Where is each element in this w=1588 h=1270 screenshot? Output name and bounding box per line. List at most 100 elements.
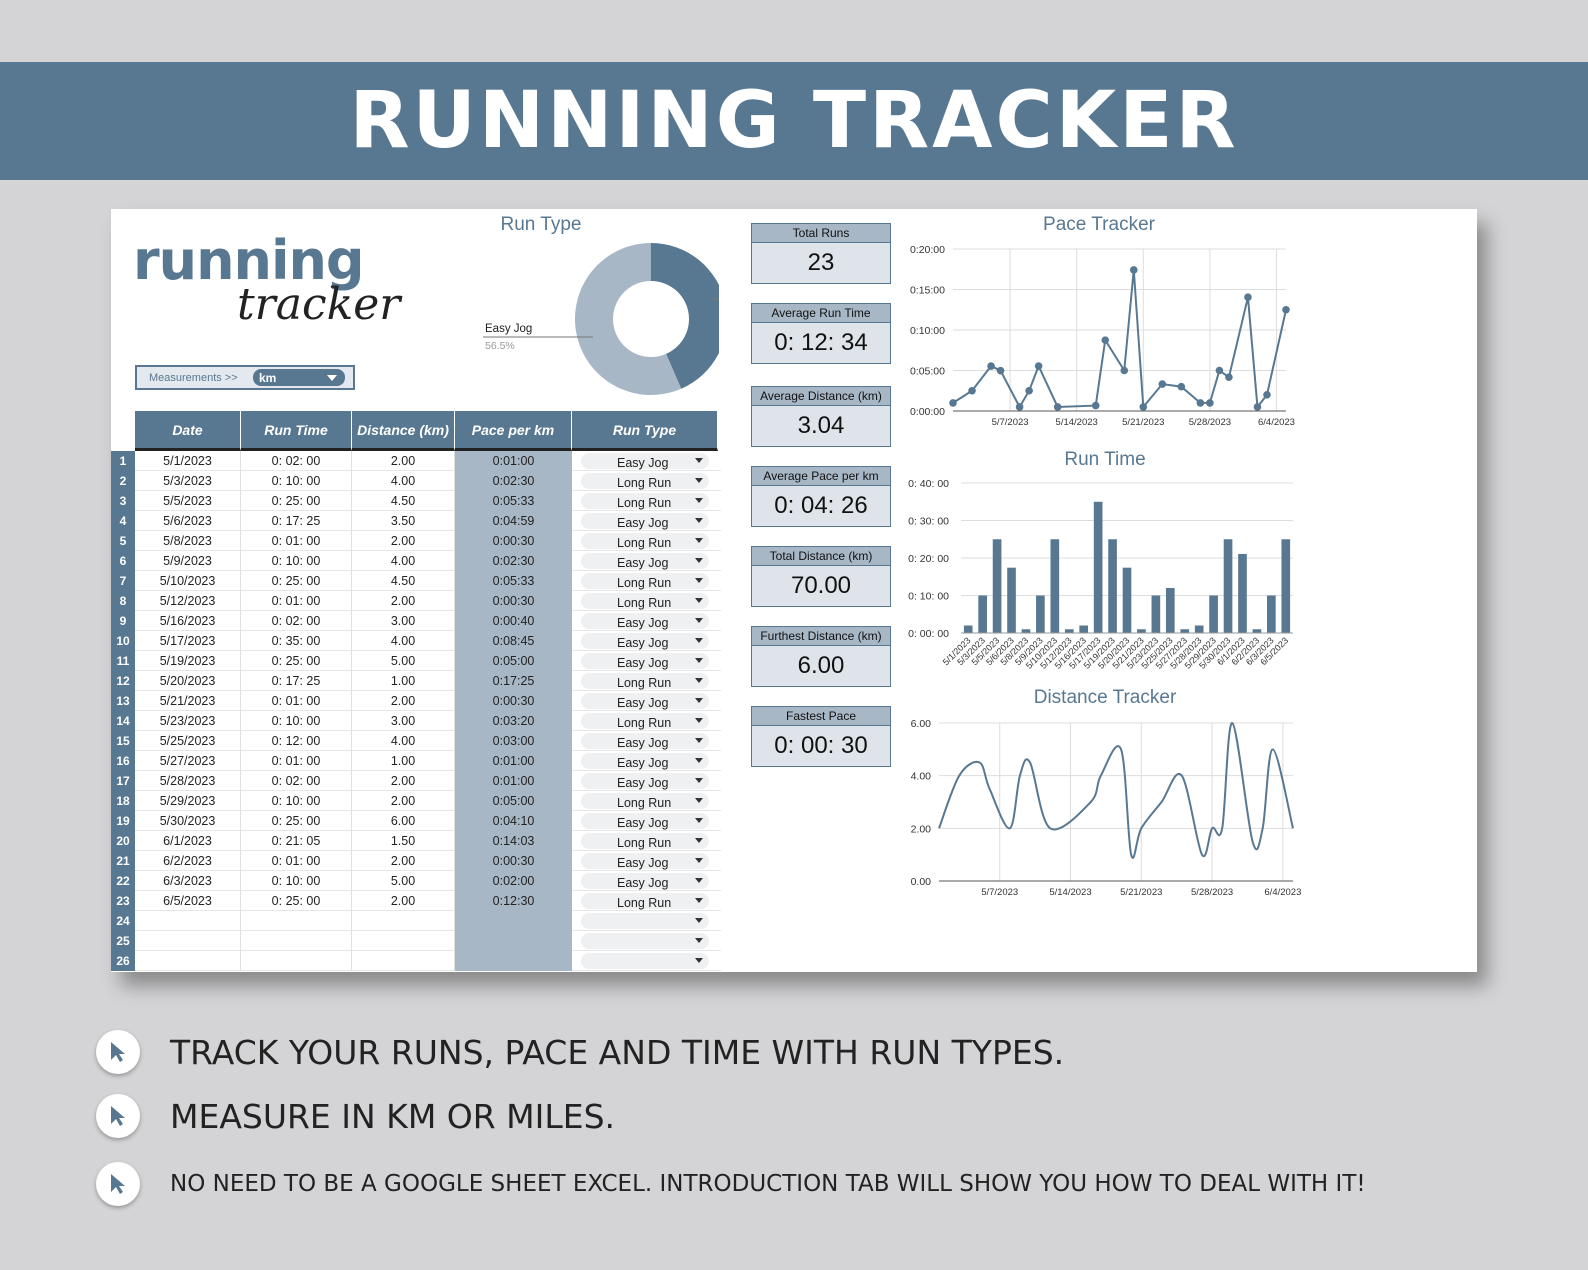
distance-cell[interactable]: 1.50 (352, 831, 455, 851)
pace-cell[interactable] (455, 931, 572, 951)
distance-cell[interactable] (352, 951, 455, 971)
run-time-cell[interactable]: 0: 25: 00 (241, 811, 352, 831)
run-type-dropdown[interactable]: Easy Jog (581, 693, 709, 710)
run-type-dropdown[interactable]: Long Run (581, 473, 709, 490)
pace-cell[interactable] (455, 911, 572, 931)
run-type-dropdown[interactable] (581, 933, 709, 949)
distance-cell[interactable]: 4.50 (352, 491, 455, 511)
run-time-cell[interactable] (241, 911, 352, 931)
run-time-cell[interactable]: 0: 02: 00 (241, 611, 352, 631)
distance-cell[interactable]: 1.00 (352, 751, 455, 771)
pace-cell[interactable] (455, 951, 572, 971)
run-type-dropdown[interactable]: Easy Jog (581, 753, 709, 770)
run-time-cell[interactable]: 0: 01: 00 (241, 751, 352, 771)
run-time-cell[interactable]: 0: 25: 00 (241, 491, 352, 511)
distance-cell[interactable]: 2.00 (352, 531, 455, 551)
run-time-cell[interactable]: 0: 17: 25 (241, 511, 352, 531)
run-time-cell[interactable] (241, 951, 352, 971)
date-cell[interactable]: 5/19/2023 (135, 651, 241, 671)
pace-cell[interactable]: 0:05:33 (455, 491, 572, 511)
distance-cell[interactable]: 5.00 (352, 651, 455, 671)
run-type-dropdown[interactable]: Easy Jog (581, 613, 709, 630)
pace-cell[interactable]: 0:02:00 (455, 871, 572, 891)
pace-cell[interactable]: 0:12:30 (455, 891, 572, 911)
distance-cell[interactable]: 2.00 (352, 691, 455, 711)
run-time-cell[interactable]: 0: 12: 00 (241, 731, 352, 751)
distance-cell[interactable]: 2.00 (352, 791, 455, 811)
run-type-dropdown[interactable]: Long Run (581, 713, 709, 730)
date-cell[interactable]: 5/6/2023 (135, 511, 241, 531)
pace-cell[interactable]: 0:05:00 (455, 651, 572, 671)
date-cell[interactable]: 5/5/2023 (135, 491, 241, 511)
distance-cell[interactable]: 4.00 (352, 471, 455, 491)
pace-cell[interactable]: 0:05:33 (455, 571, 572, 591)
date-cell[interactable] (135, 911, 241, 931)
run-type-dropdown[interactable]: Easy Jog (581, 873, 709, 890)
pace-cell[interactable]: 0:03:00 (455, 731, 572, 751)
run-time-cell[interactable]: 0: 10: 00 (241, 711, 352, 731)
run-type-dropdown[interactable]: Easy Jog (581, 773, 709, 790)
run-time-cell[interactable]: 0: 02: 00 (241, 451, 352, 471)
date-cell[interactable]: 5/16/2023 (135, 611, 241, 631)
pace-cell[interactable]: 0:01:00 (455, 451, 572, 471)
run-time-cell[interactable]: 0: 10: 00 (241, 551, 352, 571)
run-time-cell[interactable]: 0: 25: 00 (241, 891, 352, 911)
distance-cell[interactable]: 4.00 (352, 731, 455, 751)
pace-cell[interactable]: 0:01:00 (455, 751, 572, 771)
run-time-cell[interactable] (241, 931, 352, 951)
run-type-dropdown[interactable]: Long Run (581, 493, 709, 510)
date-cell[interactable]: 6/5/2023 (135, 891, 241, 911)
date-cell[interactable] (135, 951, 241, 971)
run-type-dropdown[interactable]: Easy Jog (581, 513, 709, 530)
run-time-cell[interactable]: 0: 17: 25 (241, 671, 352, 691)
distance-cell[interactable]: 1.00 (352, 671, 455, 691)
run-type-dropdown[interactable]: Easy Jog (581, 453, 709, 470)
date-cell[interactable]: 5/1/2023 (135, 451, 241, 471)
pace-cell[interactable]: 0:00:30 (455, 591, 572, 611)
run-type-dropdown[interactable]: Easy Jog (581, 553, 709, 570)
pace-cell[interactable]: 0:00:30 (455, 691, 572, 711)
run-time-cell[interactable]: 0: 10: 00 (241, 871, 352, 891)
distance-cell[interactable]: 3.00 (352, 611, 455, 631)
distance-cell[interactable] (352, 931, 455, 951)
run-type-dropdown[interactable]: Easy Jog (581, 733, 709, 750)
run-type-dropdown[interactable]: Long Run (581, 673, 709, 690)
date-cell[interactable]: 5/20/2023 (135, 671, 241, 691)
date-cell[interactable]: 5/23/2023 (135, 711, 241, 731)
run-type-dropdown[interactable]: Long Run (581, 833, 709, 850)
run-type-dropdown[interactable]: Easy Jog (581, 853, 709, 870)
run-type-dropdown[interactable]: Long Run (581, 533, 709, 550)
distance-cell[interactable]: 3.50 (352, 511, 455, 531)
run-time-cell[interactable]: 0: 21: 05 (241, 831, 352, 851)
pace-cell[interactable]: 0:08:45 (455, 631, 572, 651)
run-type-dropdown[interactable] (581, 953, 709, 969)
run-time-cell[interactable]: 0: 10: 00 (241, 471, 352, 491)
measurements-dropdown[interactable]: km (253, 369, 345, 386)
pace-cell[interactable]: 0:17:25 (455, 671, 572, 691)
run-time-cell[interactable]: 0: 02: 00 (241, 771, 352, 791)
distance-cell[interactable]: 3.00 (352, 711, 455, 731)
pace-cell[interactable]: 0:02:30 (455, 471, 572, 491)
pace-cell[interactable]: 0:03:20 (455, 711, 572, 731)
run-time-cell[interactable]: 0: 01: 00 (241, 531, 352, 551)
distance-cell[interactable]: 2.00 (352, 451, 455, 471)
run-time-cell[interactable]: 0: 25: 00 (241, 651, 352, 671)
distance-cell[interactable]: 4.00 (352, 631, 455, 651)
run-type-dropdown[interactable]: Long Run (581, 893, 709, 910)
pace-cell[interactable]: 0:05:00 (455, 791, 572, 811)
run-time-cell[interactable]: 0: 01: 00 (241, 691, 352, 711)
run-type-dropdown[interactable]: Long Run (581, 793, 709, 810)
date-cell[interactable]: 5/28/2023 (135, 771, 241, 791)
pace-cell[interactable]: 0:00:30 (455, 531, 572, 551)
distance-cell[interactable]: 2.00 (352, 891, 455, 911)
date-cell[interactable]: 5/12/2023 (135, 591, 241, 611)
date-cell[interactable]: 5/17/2023 (135, 631, 241, 651)
distance-cell[interactable]: 2.00 (352, 591, 455, 611)
run-time-cell[interactable]: 0: 35: 00 (241, 631, 352, 651)
distance-cell[interactable]: 5.00 (352, 871, 455, 891)
distance-cell[interactable]: 4.50 (352, 571, 455, 591)
date-cell[interactable]: 5/10/2023 (135, 571, 241, 591)
date-cell[interactable]: 5/21/2023 (135, 691, 241, 711)
pace-cell[interactable]: 0:02:30 (455, 551, 572, 571)
run-type-dropdown[interactable]: Easy Jog (581, 813, 709, 830)
